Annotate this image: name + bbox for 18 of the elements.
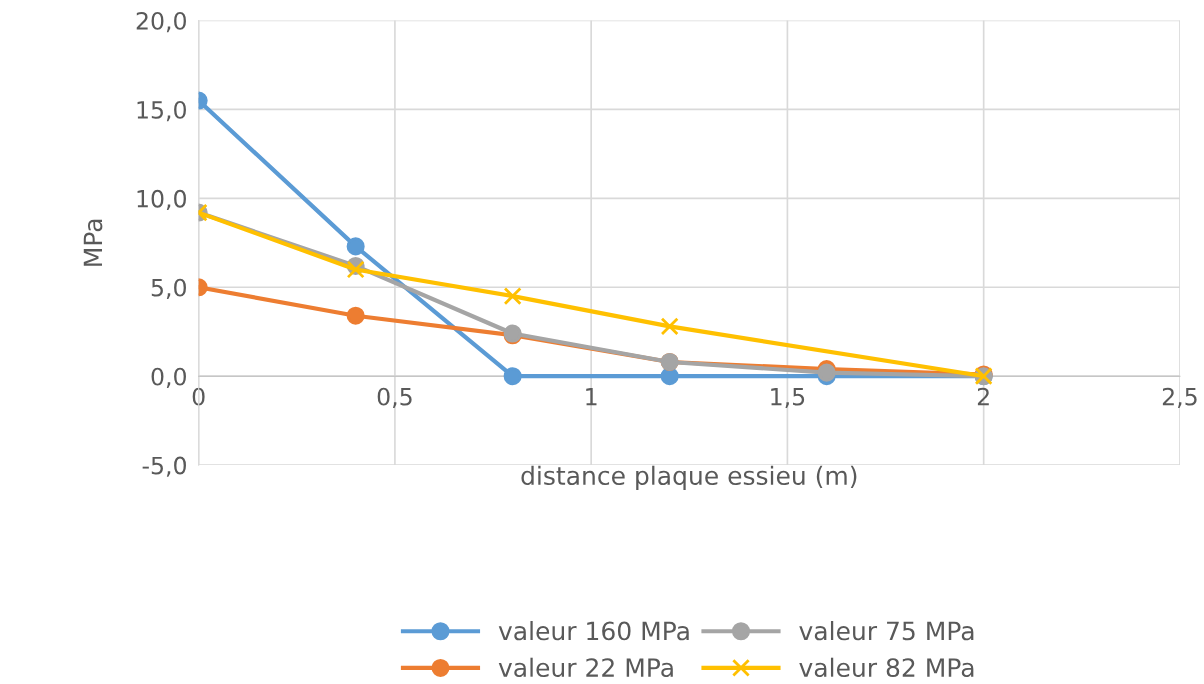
- x-tick-label: 1: [586, 388, 597, 406]
- legend-label: valeur 75 MPa: [799, 621, 974, 641]
- y-tick-label: 10,0: [137, 189, 186, 211]
- y-tick-label: 15,0: [137, 100, 186, 122]
- x-tick-label: 0,5: [377, 387, 412, 408]
- x-axis-title: distance plaque essieu (m): [521, 465, 857, 490]
- x-tick-label: 0: [192, 387, 205, 406]
- legend-label: valeur 22 MPa: [498, 657, 673, 678]
- y-tick-label: 5,0: [151, 278, 186, 299]
- y-axis-title: MPa: [83, 219, 103, 266]
- x-tick-label: 1,5: [771, 388, 805, 408]
- y-tick-label: 0,0: [151, 367, 186, 388]
- y-tick-label: 20,0: [136, 11, 186, 33]
- legend-label: valeur 160 MPa: [498, 621, 689, 641]
- y-tick-label: -5,0: [142, 456, 186, 477]
- legend-label: valeur 82 MPa: [799, 657, 974, 678]
- x-tick-label: 2: [977, 387, 989, 406]
- x-tick-label: 2,5: [1162, 387, 1197, 408]
